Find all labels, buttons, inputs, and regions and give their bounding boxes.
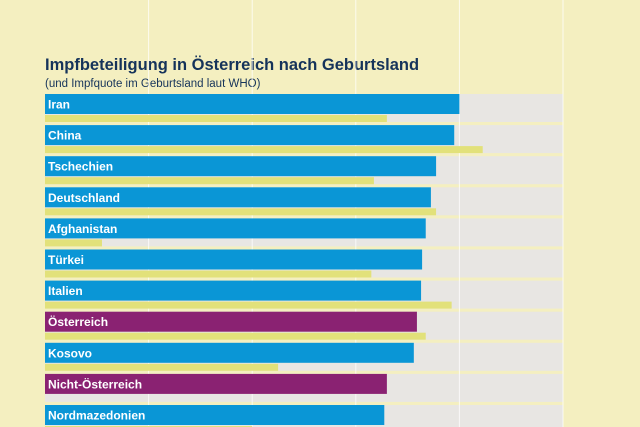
bar-who-impfquote-tschechien [45, 177, 374, 185]
category-label-kosovo: Kosovo [48, 346, 92, 360]
category-label-deutschland: Deutschland [48, 191, 120, 205]
bar-impfbeteiligung-china [45, 125, 455, 146]
category-label-italien: Italien [48, 284, 83, 298]
category-label-nicht-osterreich: Nicht-Österreich [48, 376, 142, 391]
bar-impfbeteiligung-afghanistan [45, 218, 426, 239]
category-label-turkei: Türkei [48, 253, 84, 267]
bar-impfbeteiligung-nordmazedonien [45, 405, 385, 425]
bar-who-impfquote-italien [45, 301, 452, 309]
bar-impfbeteiligung-tschechien [45, 156, 437, 177]
bar-impfbeteiligung-nicht-osterreich [45, 373, 387, 394]
bar-impfbeteiligung-italien [45, 280, 422, 301]
bar-who-impfquote-kosovo [45, 363, 279, 371]
chart-title: Impfbeteiligung in Österreich nach Gebur… [45, 55, 419, 74]
plot-area: Iran China Tschechien Deutschland Afghanista… [45, 0, 564, 427]
category-label-nordmazedonien: Nordmazedonien [48, 409, 145, 423]
bar-impfbeteiligung-osterreich [45, 311, 417, 332]
bar-who-impfquote-turkei [45, 270, 372, 278]
chart-subtitle: (und Impfquote im Geburtsland laut WHO) [45, 78, 261, 90]
bar-impfbeteiligung-kosovo [45, 342, 414, 363]
bar-impfbeteiligung-deutschland [45, 187, 431, 208]
bar-impfbeteiligung-iran [45, 94, 460, 114]
bar-who-impfquote-iran [45, 115, 387, 122]
category-label-afghanistan: Afghanistan [48, 222, 117, 236]
category-label-tschechien: Tschechien [48, 160, 113, 174]
category-label-iran: Iran [48, 98, 70, 112]
bars [45, 94, 483, 427]
category-label-osterreich: Österreich [48, 314, 108, 329]
bar-who-impfquote-osterreich [45, 332, 426, 340]
bar-who-impfquote-china [45, 146, 483, 154]
category-label-china: China [48, 129, 82, 143]
bar-impfbeteiligung-turkei [45, 249, 423, 270]
bar-who-impfquote-afghanistan [45, 239, 102, 247]
bar-labels: Iran China Tschechien Deutschland Afghanista… [48, 98, 145, 423]
bar-who-impfquote-deutschland [45, 208, 437, 216]
